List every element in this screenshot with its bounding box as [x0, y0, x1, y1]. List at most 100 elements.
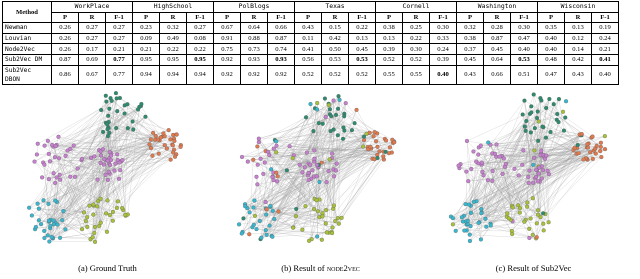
edge [307, 108, 339, 176]
node [602, 134, 607, 139]
edge [108, 109, 139, 128]
node [45, 233, 50, 238]
node [258, 156, 263, 161]
node [71, 143, 76, 148]
node [581, 157, 586, 162]
edge [538, 130, 565, 141]
node [95, 177, 100, 182]
edge [464, 221, 525, 231]
table-row: Sub2Vec DM 0.87 0.69 0.77 0.95 0.95 0.95 0.92 0.… [2, 53, 619, 66]
node [125, 126, 130, 131]
node [306, 238, 312, 243]
node [255, 162, 260, 167]
node [47, 239, 52, 244]
node [105, 127, 110, 132]
edge [339, 99, 365, 141]
edge [469, 234, 537, 239]
node [107, 130, 112, 135]
edge [256, 228, 329, 233]
node [540, 124, 545, 129]
node [486, 140, 491, 145]
node [561, 128, 567, 133]
edge [505, 145, 597, 165]
edge [37, 143, 98, 180]
edge [470, 136, 593, 206]
node [247, 210, 252, 215]
node [68, 174, 73, 179]
edge [295, 98, 326, 217]
node [45, 138, 50, 143]
node [38, 222, 44, 227]
edge [276, 136, 374, 173]
edge [469, 171, 483, 235]
node [536, 138, 541, 143]
node [114, 126, 119, 131]
edge [478, 147, 537, 239]
node [276, 209, 281, 214]
edge [524, 99, 560, 222]
node [579, 132, 584, 137]
node [469, 166, 474, 171]
node [480, 169, 485, 174]
node [333, 112, 339, 117]
node [462, 228, 467, 233]
edge [111, 100, 120, 163]
edge [48, 178, 123, 209]
node [304, 150, 309, 155]
node [53, 198, 58, 203]
node [161, 131, 166, 136]
node [95, 199, 101, 204]
edge [258, 99, 340, 143]
node [534, 221, 539, 226]
node [85, 224, 90, 229]
node [36, 206, 41, 211]
edge [44, 146, 181, 232]
node [41, 198, 46, 203]
node [312, 148, 317, 153]
node [534, 235, 539, 240]
edge [83, 179, 98, 213]
edge [43, 200, 96, 242]
node [509, 228, 514, 233]
node [468, 210, 474, 215]
edge [101, 95, 106, 111]
node [149, 146, 154, 151]
edge [501, 148, 606, 157]
node [48, 223, 53, 229]
edge [70, 148, 108, 161]
value-cell: 0.55 [375, 64, 403, 85]
node [98, 220, 103, 225]
edge [473, 176, 529, 203]
node [539, 176, 544, 181]
node [506, 216, 511, 221]
edge [44, 144, 173, 232]
edge [48, 100, 112, 180]
node [323, 221, 328, 226]
edge [524, 126, 544, 171]
edge [514, 99, 560, 169]
edge [31, 127, 128, 216]
node [274, 150, 279, 155]
edge [238, 200, 255, 225]
node [33, 224, 38, 230]
node [158, 135, 163, 140]
node [467, 238, 472, 244]
table-row: Louvian 0.26 0.27 0.27 0.09 0.49 0.08 0.91 0.88 0… [2, 32, 619, 45]
edge [49, 178, 120, 242]
node [303, 115, 309, 120]
edge [469, 207, 513, 235]
node [529, 110, 534, 115]
edge [47, 140, 88, 228]
edge [53, 146, 103, 150]
node [512, 166, 517, 171]
edge [462, 155, 544, 222]
value-cell: 0.40 [591, 64, 619, 85]
edge [117, 105, 141, 112]
node [272, 216, 277, 222]
edge [112, 98, 117, 221]
node [268, 203, 273, 209]
edge [272, 232, 333, 237]
node [274, 179, 280, 184]
node [524, 118, 529, 124]
